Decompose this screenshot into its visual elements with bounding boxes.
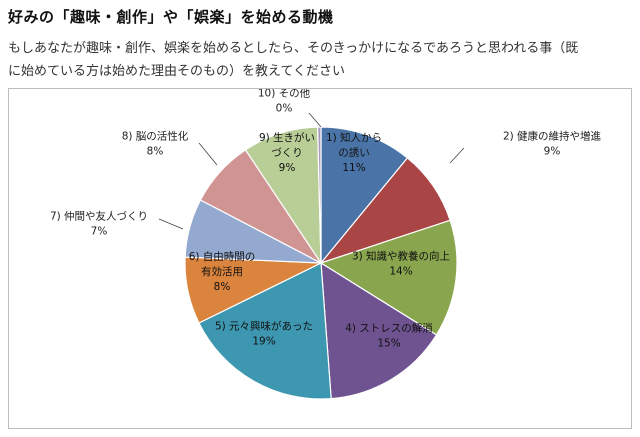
slice-label-7: 7) 仲間や友人づくり 7% <box>50 210 148 238</box>
slice-name-6: 6) 自由時間の <box>189 250 256 263</box>
slice-percent-6: 8% <box>214 281 231 293</box>
slice-percent-3: 14% <box>389 266 412 278</box>
slice-name-9: づくり <box>271 147 303 159</box>
slice-name-1: 1) 知人から <box>326 131 382 144</box>
slice-name-4: 4) ストレスの解消 <box>345 322 433 335</box>
slice-label-4: 4) ストレスの解消 15% <box>345 322 433 350</box>
pie-slice-3 <box>319 219 458 336</box>
slice-name-8: 8) 脳の活性化 <box>122 130 189 143</box>
slice-name-6: 有効活用 <box>201 265 243 278</box>
slice-percent-7: 7% <box>91 226 108 238</box>
slice-percent-10: 0% <box>276 103 293 115</box>
pie-slice-5 <box>198 262 332 400</box>
question-line-2: に始めている方は始めた理由そのもの）を教えてください <box>8 64 345 79</box>
slice-name-1: の誘い <box>338 146 370 159</box>
slice-name-10: 10) その他 <box>258 89 311 100</box>
slice-label-5: 5) 元々興味があった 19% <box>215 320 313 348</box>
question-line-1: もしあなたが趣味・創作、娯楽を始めるとしたら、そのきっかけになるであろうと思われ… <box>8 41 579 56</box>
slice-percent-9: 9% <box>279 162 296 174</box>
leader-line-7 <box>158 218 184 230</box>
slice-percent-5: 19% <box>252 336 275 348</box>
slice-label-3: 3) 知識や教養の向上 14% <box>352 250 450 278</box>
pie-slice-4 <box>320 261 438 400</box>
slice-name-3: 3) 知識や教養の向上 <box>352 250 450 263</box>
slice-name-2: 2) 健康の維持や増進 <box>503 130 602 143</box>
slice-percent-8: 8% <box>147 146 164 158</box>
slice-percent-2: 9% <box>544 146 561 158</box>
question-text: もしあなたが趣味・創作、娯楽を始めるとしたら、そのきっかけになるであろうと思われ… <box>8 37 634 83</box>
slice-percent-4: 15% <box>377 338 400 350</box>
pie-chart: 1) 知人からの誘い 11% 2) 健康の維持や増進 9% 3) 知識や教養の向上 14%… <box>50 89 602 400</box>
slice-label-10: 10) その他 0% <box>258 89 311 115</box>
leader-line-2 <box>449 147 465 164</box>
slice-label-8: 8) 脳の活性化 8% <box>122 130 189 158</box>
pie-slice-1 <box>320 126 409 265</box>
slice-label-2: 2) 健康の維持や増進 9% <box>503 130 602 158</box>
page-title: 好みの「趣味・創作」や「娯楽」を始める動機 <box>8 8 334 26</box>
slice-label-1: 1) 知人からの誘い 11% <box>326 131 382 174</box>
slice-percent-1: 11% <box>342 162 365 174</box>
slice-name-7: 7) 仲間や友人づくり <box>50 210 148 223</box>
slice-label-6: 6) 自由時間の有効活用 8% <box>189 250 256 293</box>
slice-label-9: 9) 生きがいづくり 9% <box>259 131 315 174</box>
leader-line-8 <box>198 142 218 166</box>
chart-frame: 1) 知人からの誘い 11% 2) 健康の維持や増進 9% 3) 知識や教養の向上 14%… <box>8 88 632 429</box>
slice-name-9: 9) 生きがい <box>259 131 315 144</box>
leader-line-10 <box>308 112 322 128</box>
slice-name-5: 5) 元々興味があった <box>215 320 313 333</box>
